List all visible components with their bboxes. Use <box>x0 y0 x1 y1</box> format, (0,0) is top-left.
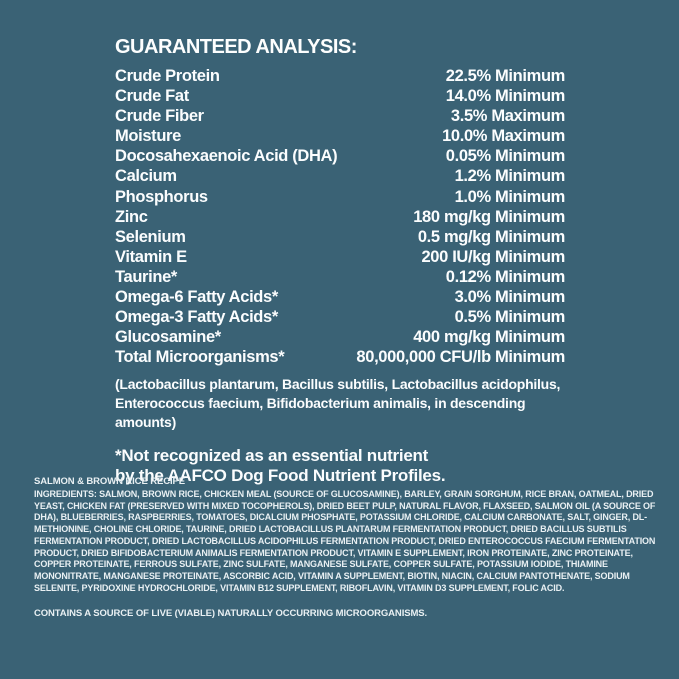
ga-row-nutrient: Omega-6 Fatty Acids* <box>115 288 278 307</box>
ga-row: Docosahexaenoic Acid (DHA) 0.05% Minimum <box>115 146 565 166</box>
ga-row: Omega-3 Fatty Acids* 0.5% Minimum <box>115 307 565 327</box>
ga-row: Crude Fat 14.0% Minimum <box>115 86 565 106</box>
ga-row-value: 0.5 mg/kg Minimum <box>417 227 566 246</box>
ga-row: Phosphorus 1.0% Minimum <box>115 187 565 207</box>
ga-row: Crude Fiber 3.5% Maximum <box>115 106 565 126</box>
ga-rows: Crude Protein 22.5% Minimum Crude Fat 14… <box>115 66 565 367</box>
ga-row-value: 14.0% Minimum <box>445 87 566 106</box>
guaranteed-analysis-title: GUARANTEED ANALYSIS: <box>115 36 357 58</box>
ga-row-nutrient: Vitamin E <box>115 247 187 266</box>
ga-row: Vitamin E 200 IU/kg Minimum <box>115 247 565 267</box>
ga-row-nutrient: Glucosamine* <box>115 328 221 347</box>
ga-row-value: 3.5% Maximum <box>450 107 565 126</box>
guaranteed-analysis-section: GUARANTEED ANALYSIS: Crude Protein 22.5%… <box>115 36 565 485</box>
ga-row: Total Microorganisms* 80,000,000 CFU/lb … <box>115 347 565 367</box>
ga-row-nutrient: Moisture <box>115 127 181 146</box>
ga-row-nutrient: Taurine* <box>115 267 177 286</box>
microorganism-species-note-line1: (Lactobacillus plantarum, Bacillus subti… <box>115 376 561 393</box>
ga-row-value: 0.12% Minimum <box>445 267 566 286</box>
ga-row-nutrient: Crude Fiber <box>115 107 204 126</box>
ga-row: Omega-6 Fatty Acids* 3.0% Minimum <box>115 287 565 307</box>
ga-row-nutrient: Total Microorganisms* <box>115 348 285 367</box>
ga-row-nutrient: Phosphorus <box>115 187 208 206</box>
ingredients-list: SALMON, BROWN RICE, CHICKEN MEAL (SOURCE… <box>34 489 656 593</box>
ga-row-value: 180 mg/kg Minimum <box>413 207 565 226</box>
microorganism-species-note-line2: Enterococcus faecium, Bifidobacterium an… <box>115 395 526 431</box>
ga-row-nutrient: Crude Protein <box>115 67 220 85</box>
aafco-footnote-line1: *Not recognized as an essential nutrient <box>115 446 429 466</box>
aafco-footnote: *Not recognized as an essential nutrient… <box>115 446 565 485</box>
ga-row-value: 22.5% Minimum <box>445 67 566 85</box>
live-microorganisms-statement: CONTAINS A SOURCE OF LIVE (VIABLE) NATUR… <box>34 608 428 620</box>
ga-row-value: 0.05% Minimum <box>445 147 566 166</box>
ga-row-nutrient: Zinc <box>115 207 148 226</box>
ga-row: Selenium 0.5 mg/kg Minimum <box>115 227 565 247</box>
ga-row: Moisture 10.0% Maximum <box>115 126 565 146</box>
ga-row-value: 200 IU/kg Minimum <box>421 247 565 266</box>
ga-row-nutrient: Calcium <box>115 167 177 186</box>
recipe-title: SALMON & BROWN RICE RECIPE <box>34 476 185 487</box>
ingredients-label: INGREDIENTS: <box>34 489 97 499</box>
ga-row-nutrient: Omega-3 Fatty Acids* <box>115 308 278 327</box>
ga-row-value: 400 mg/kg Minimum <box>413 328 565 347</box>
ga-row: Taurine* 0.12% Minimum <box>115 267 565 287</box>
ga-row-nutrient: Crude Fat <box>115 87 189 106</box>
ga-row-value: 1.0% Minimum <box>454 187 566 206</box>
ga-row: Crude Protein 22.5% Minimum <box>115 66 565 86</box>
aafco-footnote-line2: by the AAFCO Dog Food Nutrient Profiles. <box>115 465 446 485</box>
microorganism-species-note: (Lactobacillus plantarum, Bacillus subti… <box>115 375 565 432</box>
ga-row: Glucosamine* 400 mg/kg Minimum <box>115 327 565 347</box>
ga-row-nutrient: Selenium <box>115 227 186 246</box>
ga-row: Zinc 180 mg/kg Minimum <box>115 207 565 227</box>
ga-row-value: 1.2% Minimum <box>454 167 566 186</box>
ga-row-value: 10.0% Maximum <box>442 127 565 146</box>
ga-row-value: 3.0% Minimum <box>454 288 566 307</box>
ga-row-nutrient: Docosahexaenoic Acid (DHA) <box>115 147 338 166</box>
ga-row: Calcium 1.2% Minimum <box>115 166 565 186</box>
ingredients-section: SALMON & BROWN RICE RECIPE INGREDIENTS: … <box>34 476 658 619</box>
ingredients-paragraph: INGREDIENTS: SALMON, BROWN RICE, CHICKEN… <box>34 489 658 594</box>
ga-row-value: 80,000,000 CFU/lb Minimum <box>356 348 565 367</box>
ga-row-value: 0.5% Minimum <box>454 308 566 327</box>
